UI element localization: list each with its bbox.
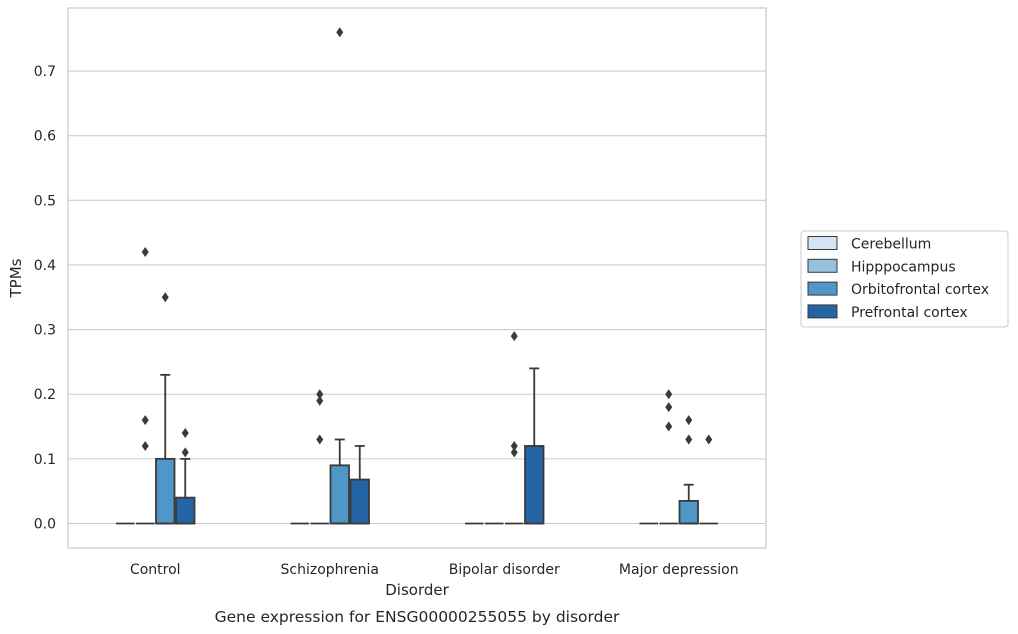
legend-frame (800, 230, 1009, 328)
legend-label: Hipppocampus (851, 259, 956, 275)
x-tick-label: Bipolar disorder (449, 562, 560, 578)
box (349, 478, 370, 525)
outlier-point (141, 247, 149, 258)
outlier-point (685, 415, 693, 426)
y-tick-label: 0.7 (34, 64, 56, 80)
y-tick-label: 0.3 (34, 323, 56, 339)
x-tick-label: Major depression (619, 562, 739, 578)
outlier-point (510, 447, 518, 458)
legend-swatch (807, 236, 838, 250)
outlier-point (665, 421, 673, 432)
y-tick-label: 0.5 (34, 193, 56, 209)
plot-frame (67, 7, 767, 549)
x-tick-label: Schizophrenia (281, 562, 379, 578)
legend-swatch (807, 281, 838, 296)
box (155, 457, 176, 525)
box (524, 445, 545, 525)
outlier-point (685, 434, 693, 445)
y-tick-label: 0.0 (34, 517, 56, 533)
legend-label: Prefrontal cortex (851, 305, 968, 321)
legend-swatch (807, 258, 838, 273)
legend-label: Cerebellum (851, 237, 931, 253)
outlier-point (181, 428, 189, 439)
x-tick-label: Control (130, 562, 181, 578)
box (329, 464, 350, 525)
y-tick-label: 0.4 (34, 258, 56, 274)
y-axis-ticks: 0.0 0.1 0.2 0.3 0.4 0.5 0.6 0.7 (34, 64, 56, 532)
y-tick-label: 0.1 (34, 452, 56, 468)
outlier-point (510, 440, 518, 451)
box (175, 496, 196, 525)
outlier-point (141, 415, 149, 426)
outlier-point (665, 389, 673, 400)
outlier-point (316, 395, 324, 406)
plot-marks (116, 27, 718, 525)
y-axis-label: TPMs (7, 258, 25, 298)
legend-swatch (807, 304, 838, 319)
chart-caption: Gene expression for ENSG00000255055 by d… (215, 608, 620, 626)
outlier-point (336, 27, 344, 38)
outlier-point (161, 292, 169, 303)
outlier-point (510, 331, 518, 342)
legend: Cerebellum Hipppocampus Orbitofrontal cort… (800, 230, 1009, 328)
outlier-point (181, 447, 189, 458)
outlier-point (316, 389, 324, 400)
box (678, 499, 699, 525)
outlier-point (705, 434, 713, 445)
outlier-point (316, 434, 324, 445)
x-axis-label: Disorder (385, 581, 449, 599)
y-tick-label: 0.2 (34, 387, 56, 403)
outlier-point (141, 440, 149, 451)
y-tick-label: 0.6 (34, 129, 56, 145)
x-axis-ticks: Control Schizophrenia Bipolar disorder Majo… (130, 562, 739, 578)
outlier-point (665, 402, 673, 413)
legend-label: Orbitofrontal cortex (851, 282, 989, 298)
